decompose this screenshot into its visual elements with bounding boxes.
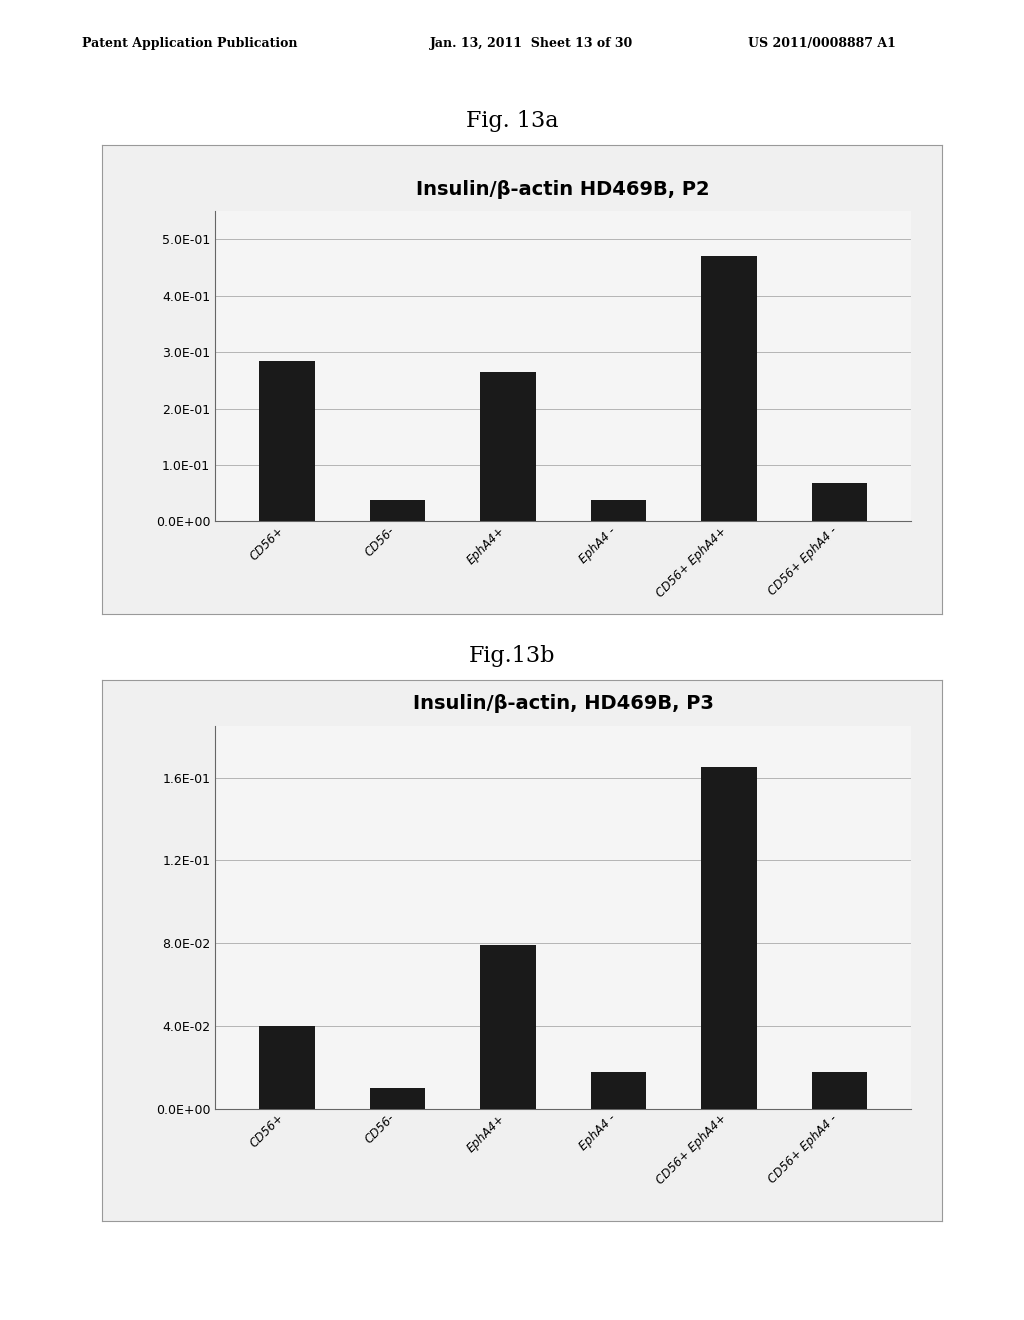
Bar (370, 500, 425, 521)
Bar (812, 1072, 867, 1109)
Text: Fig.13b: Fig.13b (469, 644, 555, 667)
Text: Patent Application Publication: Patent Application Publication (82, 37, 297, 50)
Bar (259, 1026, 314, 1109)
Bar (701, 767, 757, 1109)
Title: Insulin/β-actin HD469B, P2: Insulin/β-actin HD469B, P2 (417, 180, 710, 198)
Text: Jan. 13, 2011  Sheet 13 of 30: Jan. 13, 2011 Sheet 13 of 30 (430, 37, 633, 50)
Text: US 2011/0008887 A1: US 2011/0008887 A1 (748, 37, 895, 50)
Bar (259, 360, 314, 521)
Bar (370, 1088, 425, 1109)
Bar (701, 256, 757, 521)
Title: Insulin/β-actin, HD469B, P3: Insulin/β-actin, HD469B, P3 (413, 694, 714, 713)
Text: Fig. 13a: Fig. 13a (466, 110, 558, 132)
Bar (480, 372, 536, 521)
Bar (812, 483, 867, 521)
Bar (591, 1072, 646, 1109)
Bar (480, 945, 536, 1109)
Bar (591, 500, 646, 521)
